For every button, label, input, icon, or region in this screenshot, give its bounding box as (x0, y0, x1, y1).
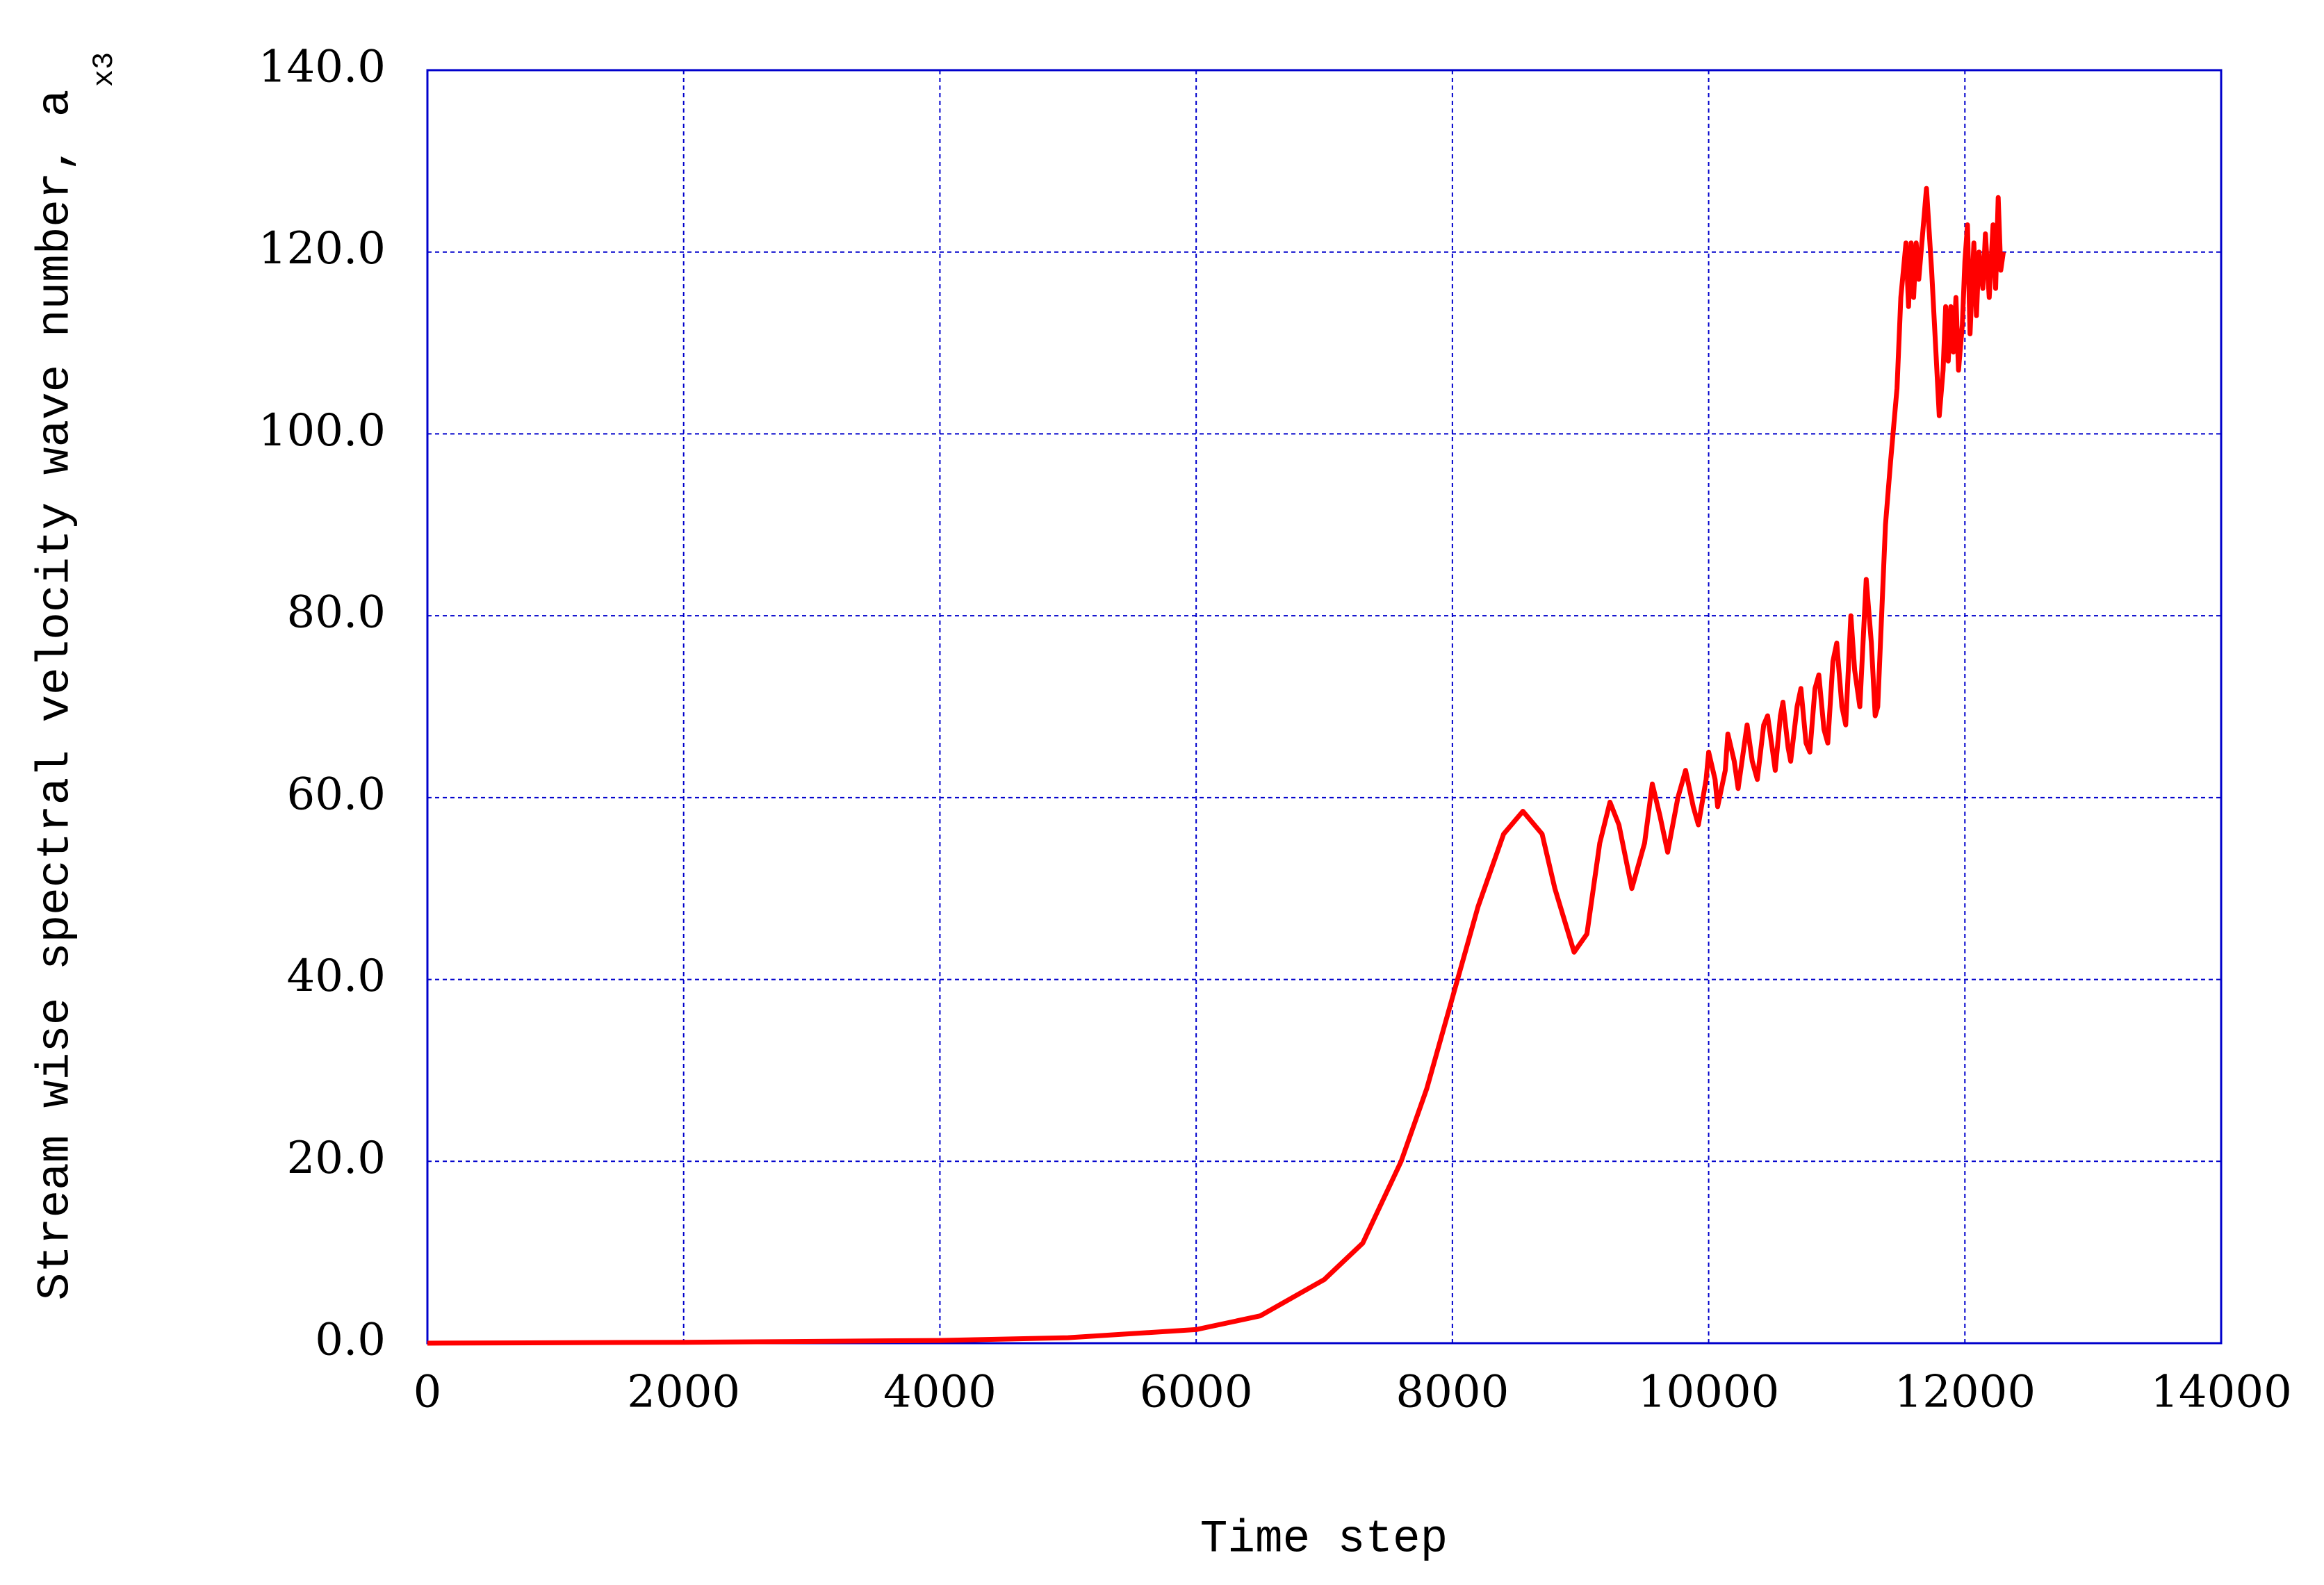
y-tick-label: 140.0 (259, 42, 386, 93)
x-tick-label: 2000 (627, 1367, 740, 1418)
y-tick-label: 120.0 (259, 223, 386, 274)
y-tick-label: 40.0 (287, 951, 386, 1002)
x-tick-label: 4000 (883, 1367, 997, 1418)
data-line (427, 186, 2006, 1346)
y-tick-label: 80.0 (287, 587, 386, 639)
x-tick-label: 8000 (1396, 1367, 1509, 1418)
y-tick-label: 100.0 (259, 405, 386, 457)
y-tick-label: 60.0 (287, 769, 386, 820)
x-tick-label: 12000 (1894, 1367, 2036, 1418)
y-tick-label: 0.0 (315, 1315, 386, 1366)
x-tick-label: 0 (414, 1367, 442, 1418)
x-tick-label: 10000 (1638, 1367, 1780, 1418)
y-axis-title-subscript: x3 (88, 52, 121, 87)
y-axis-title: Stream wise spectral velocity wave numbe… (29, 90, 81, 1301)
plot-frame (426, 69, 2223, 1345)
x-axis-title: Time step (1200, 1513, 1448, 1565)
x-tick-label: 14000 (2150, 1367, 2292, 1418)
x-tick-label: 6000 (1140, 1367, 1253, 1418)
y-tick-label: 20.0 (287, 1133, 386, 1184)
